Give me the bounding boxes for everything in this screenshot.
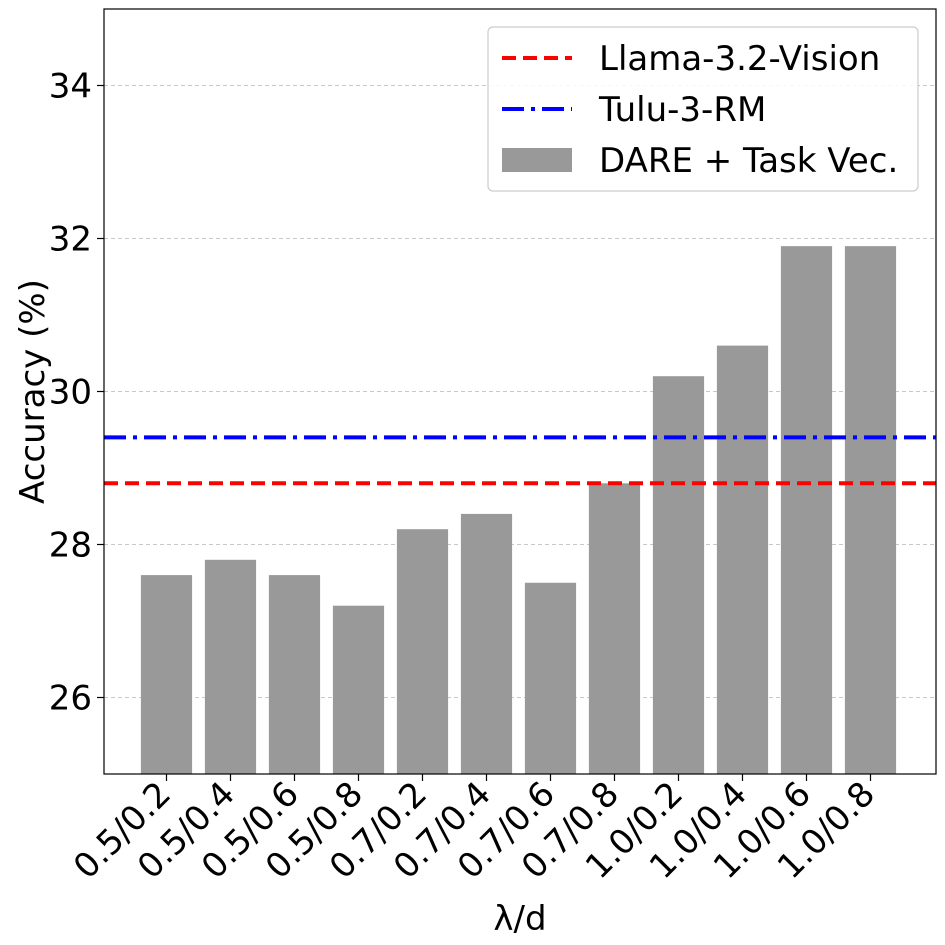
y-tick-label: 26 [49,679,92,719]
y-tick-label: 30 [49,373,92,413]
bar-0.5/0.6 [268,575,321,774]
bar-0.7/0.4 [460,513,513,774]
bars [140,246,897,774]
bar-0.5/0.2 [140,575,193,774]
bar-1.0/0.2 [652,376,705,774]
bar-0.7/0.8 [588,483,641,774]
legend: Llama-3.2-Vision Tulu-3-RM DARE + Task V… [487,26,919,192]
legend-label-tulu: Tulu-3-RM [598,90,766,130]
bar-1.0/0.8 [844,246,897,774]
bar-0.5/0.8 [332,605,385,774]
bar-0.7/0.6 [524,582,577,774]
bar-1.0/0.6 [780,246,833,774]
y-tick-label: 34 [49,67,92,107]
bar-0.5/0.4 [204,559,257,774]
y-axis-label: Accuracy (%) [13,279,53,504]
x-axis-label: λ/d [493,899,546,939]
legend-box [487,26,919,192]
reference-lines [104,435,936,486]
y-tick-label: 32 [49,220,92,260]
legend-label-llama: Llama-3.2-Vision [599,39,880,79]
y-tick-label: 28 [49,526,92,566]
bar-1.0/0.4 [716,345,769,774]
bar-0.7/0.2 [396,529,449,774]
legend-swatch-dare [502,148,572,172]
y-axis-ticks: 26 28 30 32 34 [49,67,104,719]
legend-label-dare: DARE + Task Vec. [599,141,898,181]
